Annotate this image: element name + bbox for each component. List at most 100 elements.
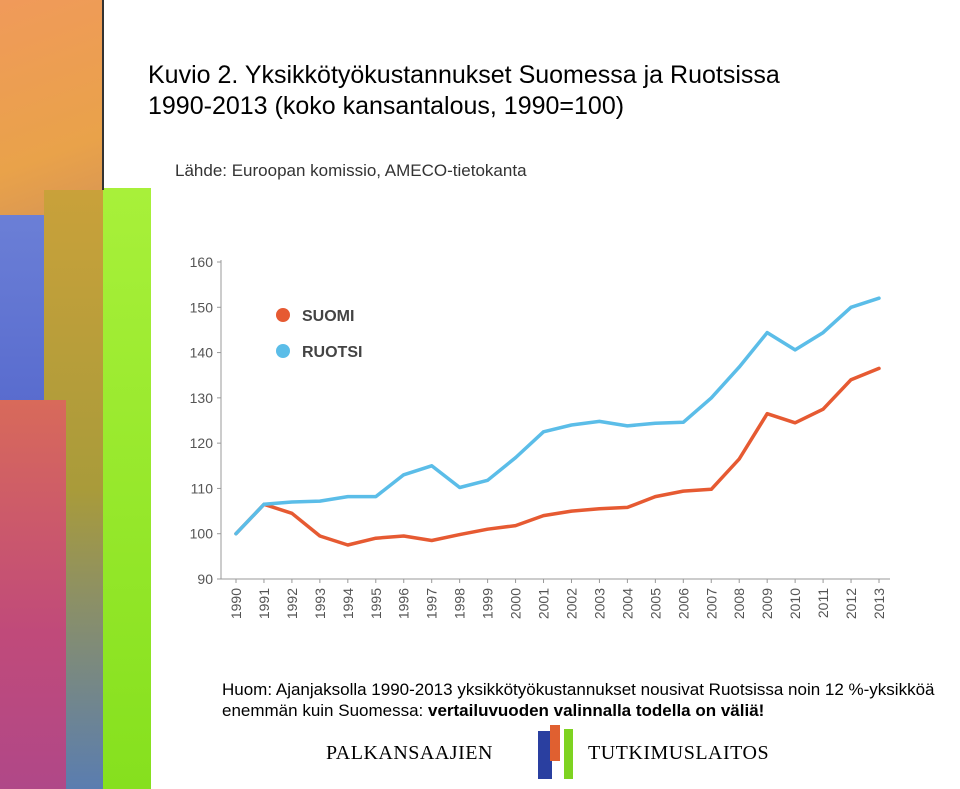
data-point-suomi: [625, 505, 629, 509]
y-tick-label: 110: [191, 480, 214, 496]
data-point-ruotsi: [793, 348, 797, 352]
x-tick-label: 2009: [759, 588, 775, 619]
chart-title-line1: Kuvio 2. Yksikkötyökustannukset Suomessa…: [148, 61, 780, 89]
x-tick-label: 1993: [312, 588, 328, 619]
data-point-suomi: [681, 489, 685, 493]
y-tick-label: 160: [190, 254, 214, 270]
data-point-ruotsi: [234, 532, 238, 536]
data-point-ruotsi: [737, 365, 741, 369]
data-point-ruotsi: [486, 478, 490, 482]
y-tick-label: 90: [197, 571, 213, 587]
data-point-suomi: [514, 524, 518, 528]
x-tick-label: 2002: [563, 588, 579, 619]
data-point-suomi: [318, 534, 322, 538]
note-text: Huom: Ajanjaksolla 1990-2013 yksikkötyök…: [222, 679, 960, 721]
x-tick-label: 1999: [480, 588, 496, 619]
data-point-ruotsi: [374, 495, 378, 499]
data-point-suomi: [597, 507, 601, 511]
note-emphasis: vertailuvuoden valinnalla todella on väl…: [428, 701, 765, 720]
y-tick-label: 100: [190, 526, 214, 542]
chart-title-line2: 1990-2013 (koko kansantalous, 1990=100): [148, 92, 625, 120]
data-point-suomi: [653, 495, 657, 499]
x-tick-label: 1997: [424, 588, 440, 619]
data-point-suomi: [486, 527, 490, 531]
data-point-suomi: [821, 407, 825, 411]
legend-label-suomi: SUOMI: [302, 308, 354, 325]
legend-label-ruotsi: RUOTSI: [302, 344, 362, 361]
logo-text-left: PALKANSAAJIEN: [326, 742, 493, 764]
logo-text-right: TUTKIMUSLAITOS: [588, 742, 770, 764]
data-point-ruotsi: [877, 296, 881, 300]
x-tick-label: 2001: [536, 588, 552, 619]
data-point-ruotsi: [597, 419, 601, 423]
data-point-suomi: [430, 539, 434, 543]
series-line-suomi: [234, 366, 881, 547]
data-point-ruotsi: [542, 430, 546, 434]
x-tick-label: 2003: [591, 588, 607, 619]
x-tick-label: 2004: [619, 588, 635, 619]
x-tick-label: 2000: [508, 588, 524, 619]
data-point-suomi: [542, 514, 546, 518]
series-line-ruotsi: [234, 296, 881, 536]
x-tick-label: 1992: [284, 588, 300, 619]
data-point-suomi: [765, 412, 769, 416]
y-tick-label: 130: [190, 390, 214, 406]
legend-marker-ruotsi: [276, 344, 290, 358]
data-point-suomi: [458, 533, 462, 537]
deco-pink-panel: [0, 400, 66, 789]
data-point-ruotsi: [318, 499, 322, 503]
note-body: Huom: Ajanjaksolla 1990-2013 yksikkötyök…: [222, 680, 935, 720]
data-point-ruotsi: [709, 396, 713, 400]
x-tick-label: 2012: [843, 588, 859, 619]
x-tick-label: 1990: [228, 588, 244, 619]
data-point-suomi: [709, 487, 713, 491]
data-point-ruotsi: [290, 500, 294, 504]
x-tick-label: 1996: [396, 588, 412, 619]
source-text: Lähde: Euroopan komissio, AMECO-tietokan…: [175, 161, 527, 180]
x-tick-label: 2008: [731, 588, 747, 619]
data-point-ruotsi: [849, 305, 853, 309]
data-point-suomi: [849, 378, 853, 382]
logo-bar-orange: [550, 725, 560, 761]
data-point-ruotsi: [821, 331, 825, 335]
x-tick-label: 2013: [871, 588, 887, 619]
x-tick-label: 2006: [675, 588, 691, 619]
data-point-suomi: [793, 421, 797, 425]
data-point-ruotsi: [346, 495, 350, 499]
data-point-suomi: [569, 509, 573, 513]
data-point-ruotsi: [653, 421, 657, 425]
x-tick-label: 2005: [647, 588, 663, 619]
data-point-ruotsi: [514, 456, 518, 460]
logo-bar-green: [564, 729, 573, 779]
x-tick-label: 1994: [340, 588, 356, 619]
data-point-suomi: [737, 457, 741, 461]
data-point-ruotsi: [458, 486, 462, 490]
x-tick-label: 2011: [815, 588, 831, 618]
data-point-suomi: [374, 536, 378, 540]
data-point-ruotsi: [262, 502, 266, 506]
logo-bar-blue: [538, 731, 552, 779]
data-point-ruotsi: [402, 473, 406, 477]
data-point-ruotsi: [625, 424, 629, 428]
x-tick-label: 1995: [368, 588, 384, 619]
y-tick-label: 150: [190, 299, 214, 315]
data-point-ruotsi: [569, 423, 573, 427]
data-point-suomi: [346, 543, 350, 547]
data-point-ruotsi: [430, 464, 434, 468]
data-point-ruotsi: [765, 331, 769, 335]
x-tick-label: 1998: [452, 588, 468, 619]
y-tick-label: 140: [190, 345, 214, 361]
data-point-suomi: [290, 511, 294, 515]
data-point-suomi: [402, 534, 406, 538]
legend-marker-suomi: [276, 308, 290, 322]
line-chart: 90 100 110 120 130 140 150 160 1990 1991 1992 1993 1…: [190, 254, 890, 619]
y-tick-label: 120: [190, 435, 214, 451]
x-tick-label: 1991: [256, 588, 272, 619]
data-point-suomi: [877, 366, 881, 370]
chart-title: Kuvio 2. Yksikkötyökustannukset Suomessa…: [148, 60, 948, 122]
deco-green-panel: [103, 188, 151, 789]
x-tick-label: 2007: [703, 588, 719, 619]
x-tick-label: 2010: [787, 588, 803, 619]
deco-divider-line: [102, 0, 104, 190]
logo-mark: [538, 725, 578, 779]
